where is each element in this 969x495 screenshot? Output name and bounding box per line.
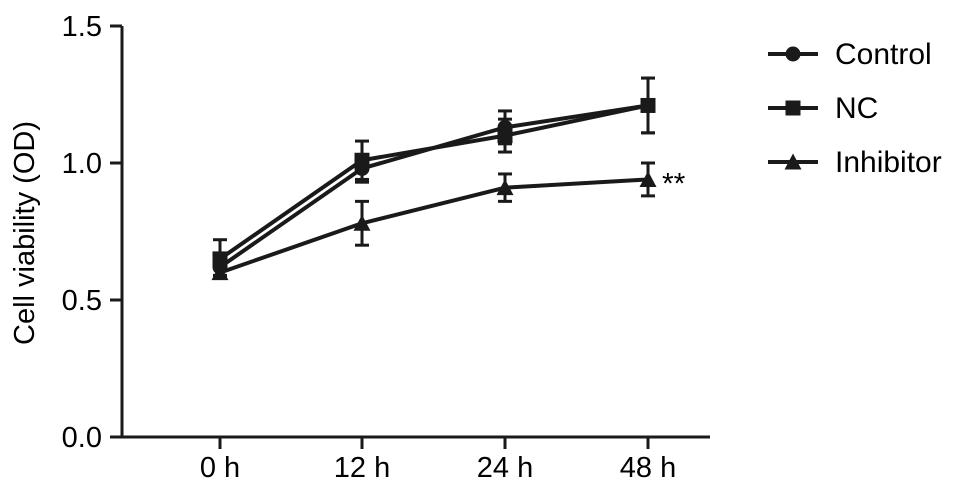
data-point-inhibitor xyxy=(639,170,657,187)
y-tick-label: 0.5 xyxy=(62,285,102,317)
legend-label-inhibitor: Inhibitor xyxy=(835,146,942,179)
data-point-inhibitor xyxy=(353,214,371,231)
x-tick-label: 24 h xyxy=(477,452,533,484)
series-control xyxy=(212,76,656,277)
series-nc xyxy=(212,76,656,280)
legend-item-inhibitor: Inhibitor xyxy=(768,146,942,179)
legend-label-nc: NC xyxy=(835,92,878,125)
series-layer: ** xyxy=(211,76,686,281)
y-axis-label: Cell viability (OD) xyxy=(9,121,41,345)
legend-marker-nc xyxy=(785,100,801,116)
y-tick-label: 1.0 xyxy=(62,148,102,180)
legend: Control NC Inhibitor xyxy=(768,38,942,179)
x-tick-label: 48 h xyxy=(620,452,676,484)
legend-item-nc: NC xyxy=(768,92,878,125)
series-line-control xyxy=(218,103,649,269)
legend-marker-inhibitor xyxy=(784,153,802,170)
data-point-inhibitor xyxy=(211,264,229,281)
data-point-nc xyxy=(497,128,513,144)
data-point-nc xyxy=(354,152,370,168)
axes: 0.0 0.5 1.0 1.5 0 h 12 h 24 h 48 h xyxy=(62,11,710,484)
data-point-nc xyxy=(212,251,228,267)
legend-item-control: Control xyxy=(768,38,932,71)
y-tick-label: 1.5 xyxy=(62,11,102,43)
y-tick-label: 0.0 xyxy=(62,422,102,454)
data-point-inhibitor xyxy=(496,179,514,196)
data-point-nc xyxy=(640,97,656,113)
series-inhibitor xyxy=(211,161,657,281)
x-tick-label: 12 h xyxy=(334,452,390,484)
legend-marker-control xyxy=(785,46,801,62)
series-line-inhibitor xyxy=(219,177,649,275)
series-line-nc xyxy=(218,103,649,261)
legend-label-control: Control xyxy=(835,38,932,71)
significance-annotation: ** xyxy=(662,167,686,200)
x-tick-label: 0 h xyxy=(200,452,240,484)
